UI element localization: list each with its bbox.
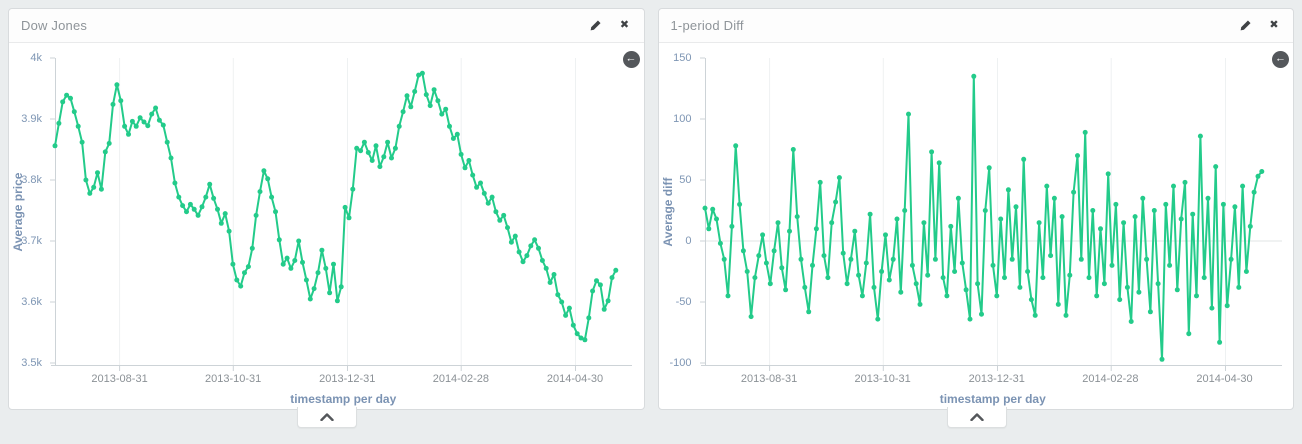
chart-svg [50,57,632,371]
close-icon[interactable]: ✖ [619,19,630,31]
dashboard: Dow Jones ✖ Average price 4k 3.9k 3.8k 3.7k… [8,8,1294,428]
chevron-up-icon [320,413,334,421]
panel-title: Dow Jones [21,18,88,33]
y-tick-label: -50 [675,296,692,308]
x-tick-label: 2014-04-30 [1196,373,1253,385]
y-tick-label: 100 [673,113,692,125]
x-tick-label: 2013-10-31 [854,373,911,385]
y-tick-label: -100 [669,357,692,369]
panel-header[interactable]: 1-period Diff ✖ [658,9,1293,43]
y-tick-label: 4k [30,52,42,64]
zoom-out-circle-arrow-icon[interactable]: ← [622,51,640,68]
chevron-up-icon [970,413,984,421]
panel-dow-jones: Dow Jones ✖ Average price 4k 3.9k 3.8k 3.7k… [8,8,645,428]
y-tick-label: 3.7k [21,235,42,247]
panel-header-icons: ✖ [589,19,632,33]
zoom-out-circle-arrow-icon[interactable]: ← [1272,51,1289,68]
y-tick-labels: 4k 3.9k 3.8k 3.7k 3.6k 3.5k [9,52,49,369]
x-tick-labels: 2013-08-31 2013-10-31 2013-12-31 2014-02-28… [705,373,1282,387]
edit-pencil-icon[interactable] [589,19,603,33]
plot-area[interactable] [50,57,632,371]
x-tick-label: 2014-02-28 [1082,373,1139,385]
chart-dow-jones: Average price 4k 3.9k 3.8k 3.7k 3.6k 3.5k ← 2… [9,43,644,409]
plot-area[interactable] [699,57,1282,371]
x-tick-label: 2013-12-31 [319,373,376,385]
y-tick-label: 3.5k [21,357,42,369]
y-tick-label: 3.8k [21,174,42,186]
panel-1-period-diff: 1-period Diff ✖ Average diff 150 100 50 0 -5… [657,8,1294,428]
edit-pencil-icon[interactable] [1238,19,1252,33]
y-tick-label: 0 [685,235,692,247]
x-axis-title: timestamp per day [939,392,1046,406]
x-tick-label: 2014-04-30 [546,373,604,385]
x-tick-label: 2013-08-31 [91,373,148,385]
collapse-panel-tab[interactable] [946,407,1007,428]
y-tick-label: 3.6k [21,296,42,308]
panel-title: 1-period Diff [670,18,744,33]
y-tick-label: 50 [679,174,692,186]
y-tick-label: 150 [673,52,692,64]
panel-header-icons: ✖ [1238,19,1281,33]
chart-svg [699,57,1282,371]
x-axis-title: timestamp per day [290,392,397,406]
panel-header[interactable]: Dow Jones ✖ [9,9,644,43]
y-tick-labels: 150 100 50 0 -50 -100 [659,52,699,369]
y-tick-label: 3.9k [21,113,42,125]
close-icon[interactable]: ✖ [1269,19,1279,31]
chart-1-period-diff: Average diff 150 100 50 0 -50 -100 ← 2013-08-… [659,43,1294,409]
x-tick-label: 2013-08-31 [740,373,798,385]
x-tick-labels: 2013-08-31 2013-10-31 2013-12-31 2014-02-28… [55,373,632,387]
x-tick-label: 2014-02-28 [432,373,489,385]
x-tick-label: 2013-10-31 [204,373,262,385]
x-tick-label: 2013-12-31 [968,373,1025,385]
collapse-panel-tab[interactable] [297,407,358,428]
